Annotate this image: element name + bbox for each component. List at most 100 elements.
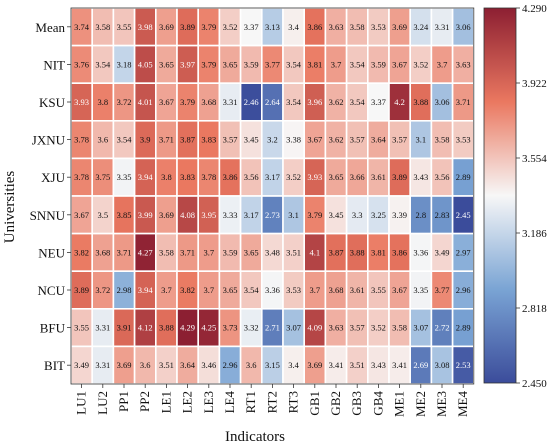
heatmap-cell-value: 3.69 (392, 22, 407, 32)
heatmap-cell-value: 3.7 (331, 59, 342, 69)
heatmap-cell-value: 2.72 (435, 323, 450, 333)
heatmap-cell-value: 4.09 (307, 323, 322, 333)
heatmap-cell-value: 4.29 (180, 323, 195, 333)
heatmap-cell-value: 2.97 (456, 247, 471, 257)
heatmap-cell-value: 3.82 (180, 285, 195, 295)
heatmap-cell-value: 3.79 (201, 59, 216, 69)
heatmap-cell-value: 3.35 (117, 172, 132, 182)
heatmap-cell-value: 3.63 (456, 59, 471, 69)
colorbar-tick-label: 3.186 (522, 228, 547, 240)
colorbar-ticks: 4.290 3.922 3.554 3.186 2.818 2.450 (516, 3, 547, 390)
x-tick-label: GB4 (370, 391, 385, 416)
heatmap-cell-labels: 3.74 3.58 3.55 3.98 3.69 3.89 3.79 3.52 3.37 3.13… (74, 22, 470, 370)
heatmap-cell-value: 3.7 (309, 285, 320, 295)
x-tick-label: LE4 (222, 391, 237, 414)
heatmap-cell-value: 3.51 (159, 360, 174, 370)
colorbar-tick-label: 4.290 (522, 3, 547, 15)
heatmap-cell-value: 3.54 (286, 59, 302, 69)
heatmap-cell-value: 3.95 (201, 210, 216, 220)
heatmap-cell-value: 3.71 (456, 97, 471, 107)
heatmap-cell-value: 3.71 (159, 135, 174, 145)
heatmap-cell-value: 2.98 (117, 285, 132, 295)
y-tick-label: NEU (38, 245, 65, 260)
heatmap-cell-value: 3.72 (117, 97, 132, 107)
heatmap-cell-value: 3.17 (244, 210, 259, 220)
heatmap-cell-value: 3.7 (203, 247, 214, 257)
heatmap-cell-value: 4.08 (180, 210, 195, 220)
y-tick-label: BFU (40, 321, 66, 336)
heatmap-cell-value: 3.76 (74, 59, 89, 69)
heatmap-cell-value: 3.96 (307, 97, 322, 107)
heatmap-cell-value: 2.89 (456, 323, 471, 333)
heatmap-cell-value: 3.9 (140, 135, 151, 145)
heatmap-cell-value: 3.57 (392, 135, 407, 145)
heatmap-cell-value: 4.27 (138, 247, 153, 257)
heatmap-cell-value: 2.96 (456, 285, 471, 295)
heatmap-cell-value: 3.85 (117, 210, 132, 220)
heatmap-cell-value: 3.56 (244, 172, 259, 182)
heatmap-cell-value: 3.7 (203, 285, 214, 295)
heatmap-cell-value: 3.67 (307, 135, 322, 145)
heatmap-cell-value: 3.86 (223, 172, 238, 182)
heatmap-cell-value: 2.89 (456, 172, 471, 182)
x-tick-label: ME3 (434, 391, 449, 417)
heatmap-cell-value: 3.31 (435, 22, 450, 32)
heatmap-cell-value: 3.54 (350, 97, 366, 107)
heatmap-cell-value: 3.36 (265, 285, 280, 295)
colorbar-tick-label: 2.450 (522, 378, 547, 390)
heatmap-cell-value: 3.52 (286, 172, 301, 182)
heatmap-cell-value: 3.71 (117, 247, 132, 257)
heatmap-cell-value: 4.1 (309, 247, 320, 257)
heatmap-cell-value: 3.08 (435, 360, 450, 370)
heatmap-cell-value: 3.58 (350, 22, 365, 32)
heatmap-cell-value: 3.69 (159, 210, 174, 220)
heatmap-cell-value: 2.69 (413, 360, 428, 370)
y-tick-label: BIT (44, 358, 65, 373)
heatmap-cell-value: 3.68 (95, 247, 110, 257)
heatmap-cell-value: 3.62 (329, 97, 344, 107)
x-tick-label: RT3 (286, 391, 301, 413)
heatmap-cell-value: 3.4 (288, 360, 299, 370)
heatmap-cell-value: 3.61 (371, 172, 386, 182)
heatmap-cell-value: 3.89 (180, 22, 195, 32)
heatmap-cell-value: 3.24 (413, 22, 429, 32)
heatmap-cell-value: 3.55 (74, 323, 89, 333)
heatmap-cell-value: 3.8 (97, 97, 108, 107)
heatmap-cell-value: 4.12 (138, 323, 153, 333)
heatmap-cell-value: 3.67 (392, 285, 407, 295)
y-tick-label: XJU (41, 170, 65, 185)
heatmap-cell-value: 3.45 (329, 210, 344, 220)
heatmap-cell-value: 3.83 (201, 135, 216, 145)
y-tick-label: NCU (38, 283, 66, 298)
heatmap-cell-value: 2.45 (456, 210, 471, 220)
heatmap-cell-value: 3.86 (392, 247, 407, 257)
heatmap-cell-value: 3.6 (246, 360, 257, 370)
x-tick-label: LU2 (95, 391, 110, 415)
heatmap-cell-value: 3.45 (244, 135, 259, 145)
heatmap-cell-value: 3.31 (223, 97, 238, 107)
heatmap-cell-value: 3.83 (180, 172, 195, 182)
heatmap-cell-value: 3.65 (223, 285, 238, 295)
heatmap-cell-value: 3.65 (223, 59, 238, 69)
heatmap-cell-value: 3.37 (371, 97, 386, 107)
heatmap-cell-value: 3.93 (307, 172, 322, 182)
heatmap-cell-value: 3.73 (223, 323, 238, 333)
heatmap-cell-value: 3.7 (437, 59, 448, 69)
heatmap-cell-value: 3.52 (413, 59, 428, 69)
heatmap-cell-value: 2.64 (265, 97, 281, 107)
heatmap-cell-value: 3.98 (138, 22, 153, 32)
heatmap-cell-value: 3.77 (265, 59, 280, 69)
heatmap-cell-value: 3.53 (371, 22, 386, 32)
heatmap-cell-value: 3.07 (413, 323, 428, 333)
heatmap-cell-value: 3.36 (413, 247, 428, 257)
x-tick-label: PP2 (137, 391, 152, 412)
heatmap-cell-value: 3.89 (392, 172, 407, 182)
heatmap-cell-value: 3.33 (223, 210, 238, 220)
heatmap-cell-value: 3.64 (180, 360, 196, 370)
heatmap-cell-value: 3.56 (435, 172, 450, 182)
heatmap-cell-value: 3.68 (201, 97, 216, 107)
heatmap-cell-value: 3.88 (350, 247, 365, 257)
colorbar-tick-label: 2.818 (522, 303, 547, 315)
heatmap-cell-value: 3.51 (350, 360, 365, 370)
